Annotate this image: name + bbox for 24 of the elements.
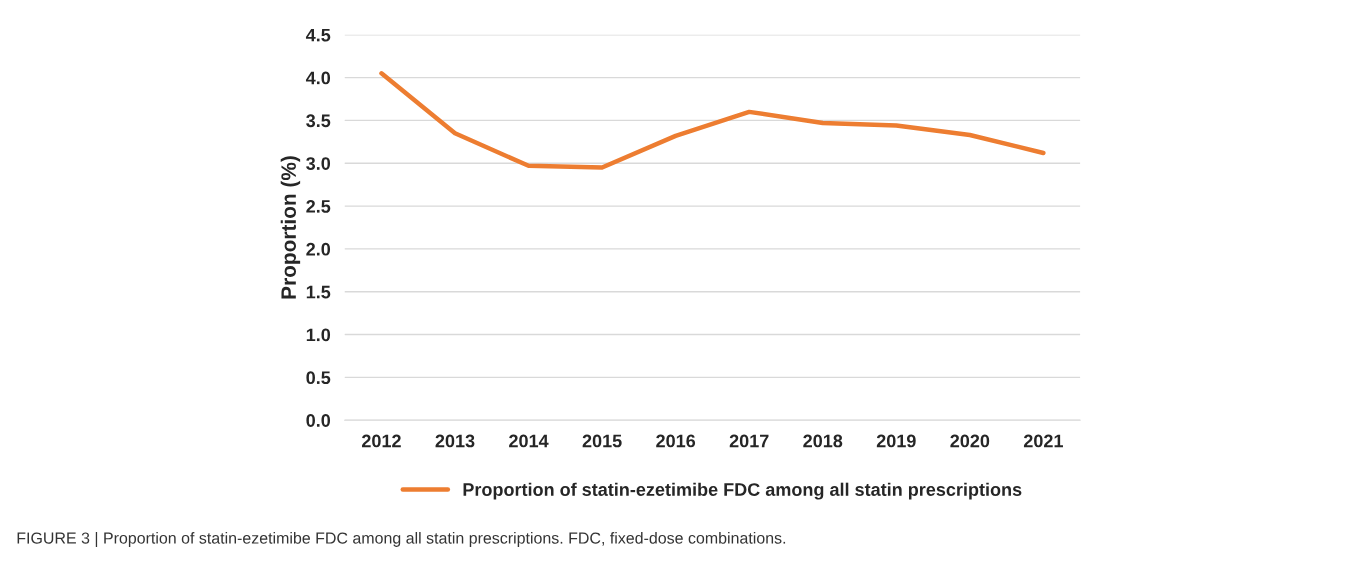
x-tick-label: 2018 [803, 434, 843, 448]
y-tick-label: 2.0 [306, 242, 331, 256]
caption: FIGURE 3 | Proportion of statin-ezetimibe FDC among all statin prescriptions. FDC, fixed-dose combinations. [17, 532, 786, 547]
y-tick-label: 2.5 [306, 200, 331, 213]
y-axis-title: Proportion (%) [280, 156, 301, 299]
x-tick-label: 2012 [362, 434, 401, 448]
y-tick-label: 3.0 [306, 157, 331, 170]
y-tick-label: 4.0 [305, 71, 331, 85]
x-tick-label: 2017 [729, 434, 769, 448]
y-tick-label: 1.5 [306, 285, 331, 299]
y-tick-label: 0.0 [306, 414, 331, 427]
x-tick-label: 2015 [582, 434, 622, 448]
y-tick-label: 0.5 [306, 371, 331, 385]
x-tick-label: 2013 [435, 434, 475, 448]
y-tick-label: 1.0 [306, 328, 331, 342]
y-tick-label: 4.5 [305, 28, 331, 42]
x-tick-label: 2019 [876, 434, 916, 448]
line-series [379, 71, 1046, 170]
x-tick-label: 2020 [950, 434, 990, 448]
x-tick-label: 2014 [509, 434, 549, 448]
legend-label: Proportion of statin-ezetimibe FDC among all statin prescriptions [463, 482, 1022, 500]
y-tick-label: 3.5 [306, 114, 331, 128]
x-tick-label: 2016 [656, 434, 696, 448]
x-tick-label: 2021 [1023, 434, 1063, 448]
